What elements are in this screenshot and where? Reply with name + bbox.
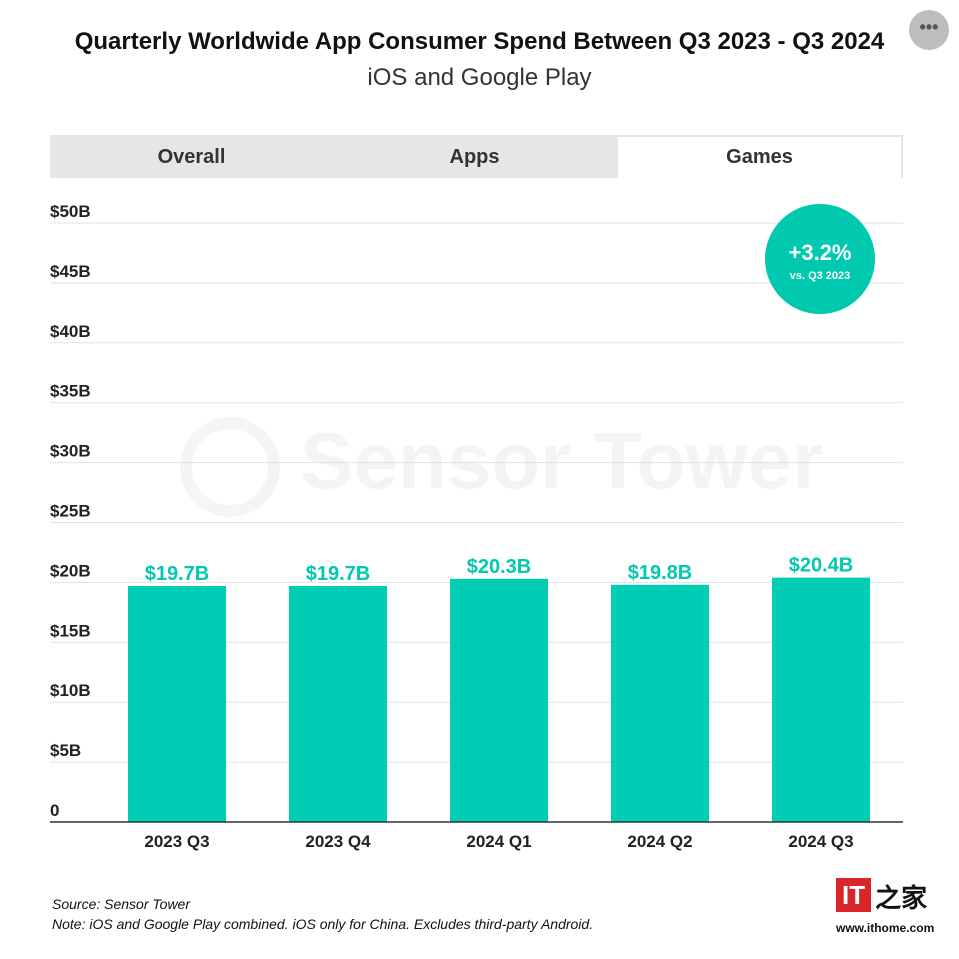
ellipsis-icon[interactable]: ••• xyxy=(909,10,949,50)
badge-value: +3.2% xyxy=(788,240,852,265)
tab-games[interactable]: Games xyxy=(616,135,903,178)
x-tick-label: 2023 Q3 xyxy=(144,832,209,851)
badge-caption: vs. Q3 2023 xyxy=(789,270,851,282)
logo-it: IT xyxy=(836,878,872,912)
data-label: $19.8B xyxy=(628,562,693,584)
ithome-logo: IT 之家 www.ithome.com xyxy=(836,878,946,935)
tab-overall[interactable]: Overall xyxy=(157,146,226,168)
chart-title: Quarterly Worldwide App Consumer Spend B… xyxy=(74,28,885,55)
change-badge: +3.2% vs. Q3 2023 xyxy=(765,204,875,314)
y-tick-label: $15B xyxy=(50,621,91,640)
source-note: Source: Sensor Tower xyxy=(52,896,190,912)
logo-url: www.ithome.com xyxy=(836,921,935,935)
logo-zh: 之家 xyxy=(875,883,928,913)
bar xyxy=(611,584,709,822)
bar xyxy=(450,578,548,822)
y-tick-label: 0 xyxy=(50,801,59,820)
chart-subtitle: iOS and Google Play xyxy=(367,64,592,91)
bar xyxy=(772,577,870,822)
x-tick-label: 2023 Q4 xyxy=(305,832,371,851)
watermark-logo: Sensor Tower xyxy=(180,415,823,517)
y-tick-label: $40B xyxy=(50,322,91,341)
x-tick-label: 2024 Q3 xyxy=(788,832,853,851)
y-tick-label: $5B xyxy=(50,741,81,760)
data-label: $19.7B xyxy=(145,563,210,585)
y-tick-label: $45B xyxy=(50,262,91,281)
bar xyxy=(289,585,387,822)
y-tick-label: $10B xyxy=(50,681,91,700)
data-label: $20.4B xyxy=(789,555,854,577)
y-tick-label: $30B xyxy=(50,442,91,461)
x-tick-label: 2024 Q2 xyxy=(627,832,692,851)
footnote: Note: iOS and Google Play combined. iOS … xyxy=(52,916,594,932)
tab-bar: Overall Apps Games xyxy=(50,135,903,178)
data-label: $19.7B xyxy=(306,563,371,585)
bar xyxy=(128,585,226,822)
y-tick-label: $20B xyxy=(50,561,91,580)
y-tick-label: $35B xyxy=(50,382,91,401)
x-tick-label: 2024 Q1 xyxy=(466,832,531,851)
tab-apps[interactable]: Apps xyxy=(449,146,500,168)
data-label: $20.3B xyxy=(467,556,532,578)
y-tick-label: $25B xyxy=(50,502,91,521)
y-tick-label: $50B xyxy=(50,202,91,221)
